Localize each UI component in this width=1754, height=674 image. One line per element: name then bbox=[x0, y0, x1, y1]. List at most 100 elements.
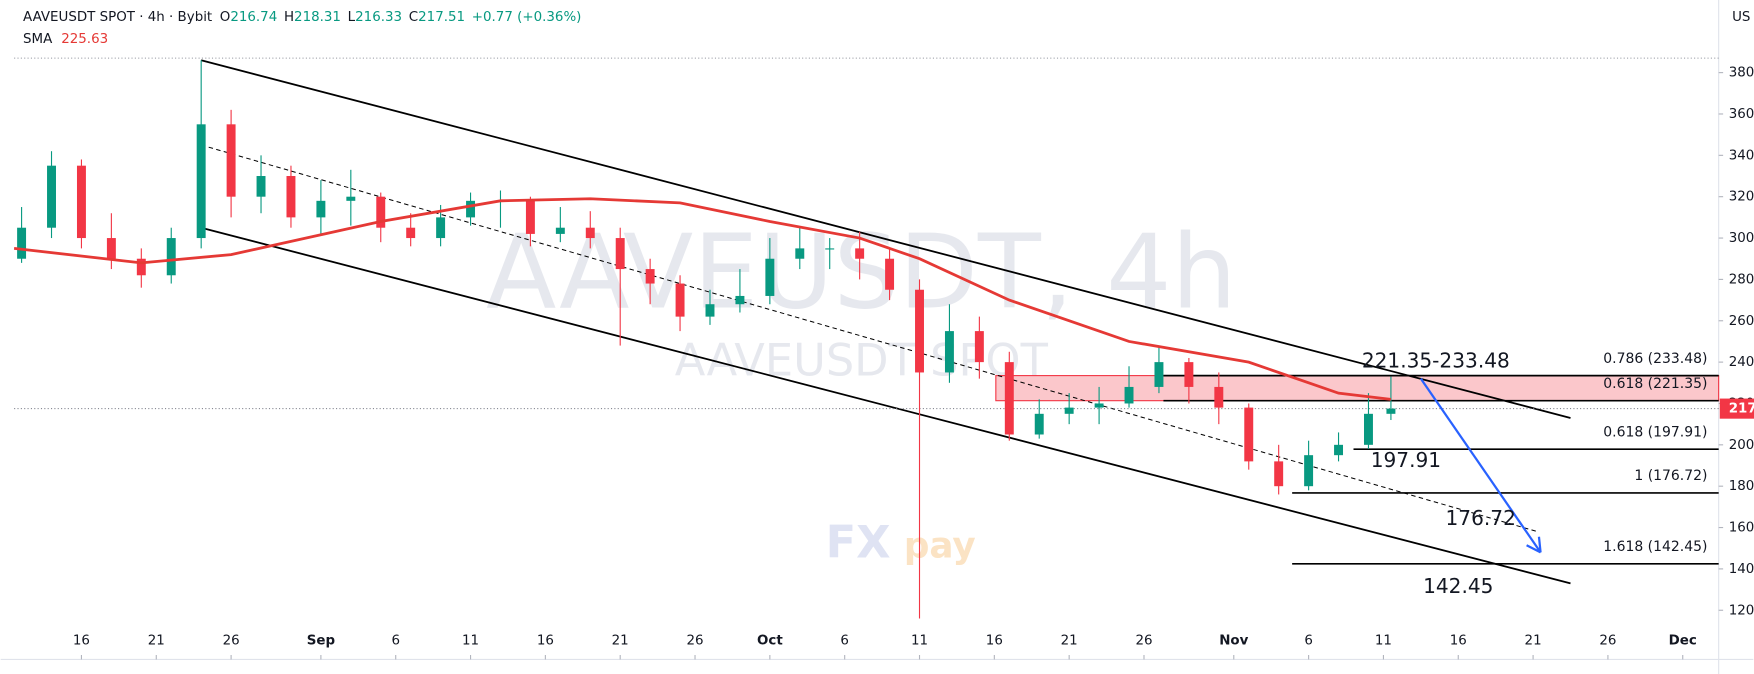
candle-body bbox=[795, 248, 805, 259]
y-tick-label: 240 bbox=[1729, 355, 1754, 370]
candle-body bbox=[47, 165, 56, 228]
y-tick-label: 320 bbox=[1729, 190, 1754, 205]
x-tick-label: 6 bbox=[1304, 633, 1313, 648]
candle-body bbox=[1064, 407, 1074, 414]
x-tick-label: 16 bbox=[73, 633, 90, 648]
annotation: 221.35-233.48 bbox=[1362, 349, 1510, 373]
candle-body bbox=[705, 304, 715, 317]
candle-body bbox=[76, 165, 86, 239]
trend-line bbox=[200, 59, 1571, 419]
candle-body bbox=[1094, 403, 1104, 408]
candle-body bbox=[17, 227, 27, 259]
logo-pay: pay bbox=[904, 526, 976, 567]
candle-body bbox=[615, 238, 625, 270]
candle-body bbox=[1364, 413, 1373, 445]
fib-label: 1 (176.72) bbox=[1634, 468, 1707, 484]
candle-body bbox=[316, 200, 326, 218]
currency: US bbox=[1732, 10, 1750, 25]
sma-label: SMA bbox=[23, 32, 53, 47]
x-tick-label: 26 bbox=[1599, 633, 1616, 648]
x-tick-label: 26 bbox=[1135, 633, 1152, 648]
candle-body bbox=[406, 227, 416, 239]
candle-body bbox=[885, 258, 895, 290]
candle-body bbox=[585, 227, 595, 239]
candle-body bbox=[735, 295, 745, 305]
arrow-shaft bbox=[1419, 378, 1542, 553]
candle-body bbox=[1386, 408, 1396, 414]
sma-line bbox=[13, 197, 1392, 401]
ohlc-label: H bbox=[284, 10, 294, 25]
candle-body bbox=[286, 176, 296, 218]
candle-body bbox=[226, 124, 236, 197]
y-tick-label: 180 bbox=[1729, 479, 1754, 494]
annotation: 142.45 bbox=[1423, 574, 1493, 598]
y-tick-label: 160 bbox=[1729, 521, 1754, 536]
candle-body bbox=[196, 124, 206, 239]
candle-body bbox=[855, 248, 865, 259]
ohlc-label: O bbox=[220, 10, 231, 25]
candle-body bbox=[645, 269, 655, 284]
change: +0.77 (+0.36%) bbox=[472, 10, 582, 25]
y-tick-label: 300 bbox=[1729, 231, 1754, 246]
x-tick-label: 6 bbox=[840, 633, 849, 648]
fib-label: 0.786 (233.48) bbox=[1603, 351, 1707, 367]
candle-body bbox=[974, 331, 984, 363]
x-tick-label: 11 bbox=[462, 633, 479, 648]
candle-body bbox=[136, 258, 146, 276]
candle-body bbox=[436, 217, 446, 239]
x-tick-label: 21 bbox=[148, 633, 165, 648]
ohlc-value: 217.51 bbox=[418, 10, 465, 25]
x-tick-label: 6 bbox=[391, 633, 400, 648]
arrow-head bbox=[1537, 536, 1542, 553]
x-tick-label: 21 bbox=[612, 633, 629, 648]
y-tick-label: 340 bbox=[1729, 148, 1754, 163]
y-tick-label: 260 bbox=[1729, 314, 1754, 329]
fib-label: 1.618 (142.45) bbox=[1603, 539, 1707, 555]
candle-body bbox=[944, 331, 954, 373]
candle-body bbox=[466, 200, 476, 218]
x-tick-label: 11 bbox=[911, 633, 928, 648]
last-price-tag bbox=[1719, 398, 1754, 419]
candle-body bbox=[1034, 413, 1044, 435]
logo-fx: FX bbox=[826, 516, 891, 568]
x-tick-label: 21 bbox=[1525, 633, 1542, 648]
x-tick-label: 26 bbox=[223, 633, 240, 648]
annotation: 176.72 bbox=[1446, 506, 1516, 530]
candle-body bbox=[525, 200, 535, 234]
candle-body bbox=[1244, 407, 1254, 462]
annotation: 197.91 bbox=[1371, 448, 1441, 472]
trend-line bbox=[201, 144, 1538, 533]
candle-body bbox=[1004, 362, 1014, 435]
candle-body bbox=[1304, 455, 1314, 487]
plot: 0.786 (233.48) 0.618 (221.35) 0.618 (197.9… bbox=[13, 59, 1720, 619]
x-tick-label: 16 bbox=[1450, 633, 1467, 648]
x-tick-label: 11 bbox=[1375, 633, 1392, 648]
candle-body bbox=[346, 196, 356, 201]
fib-label: 0.618 (221.35) bbox=[1603, 376, 1707, 392]
candle-body bbox=[376, 196, 386, 228]
candle-body bbox=[1334, 444, 1344, 456]
ohlc-label: C bbox=[409, 10, 418, 25]
header-sma: SMA 225.63 bbox=[23, 32, 108, 47]
candle-body bbox=[1124, 386, 1134, 404]
candle-body bbox=[1214, 386, 1224, 408]
x-tick-label: Oct bbox=[757, 633, 783, 648]
y-tick-label: 280 bbox=[1729, 272, 1754, 287]
x-tick-label: Sep bbox=[307, 633, 335, 648]
last-price-label: 217.51 bbox=[1729, 402, 1754, 417]
sma-value: 225.63 bbox=[61, 32, 108, 47]
candle-body bbox=[825, 248, 835, 250]
candle-body bbox=[256, 176, 266, 197]
trend-line bbox=[200, 226, 1571, 585]
watermark-sub: AAVEUSDT SPOT bbox=[675, 334, 1049, 386]
y-tick-label: 360 bbox=[1729, 107, 1754, 122]
watermark-symbol: AAVEUSDT, 4h bbox=[486, 214, 1237, 333]
fib-label: 0.618 (197.91) bbox=[1603, 424, 1707, 440]
arrow-head bbox=[1526, 544, 1542, 554]
y-tick-label: 140 bbox=[1729, 562, 1754, 577]
ohlc-value: 216.33 bbox=[355, 10, 402, 25]
header-ohlc: O216.74 H218.31 L216.33 C217.51 +0.77 (+0.36… bbox=[220, 10, 582, 25]
candle-body bbox=[915, 289, 924, 373]
